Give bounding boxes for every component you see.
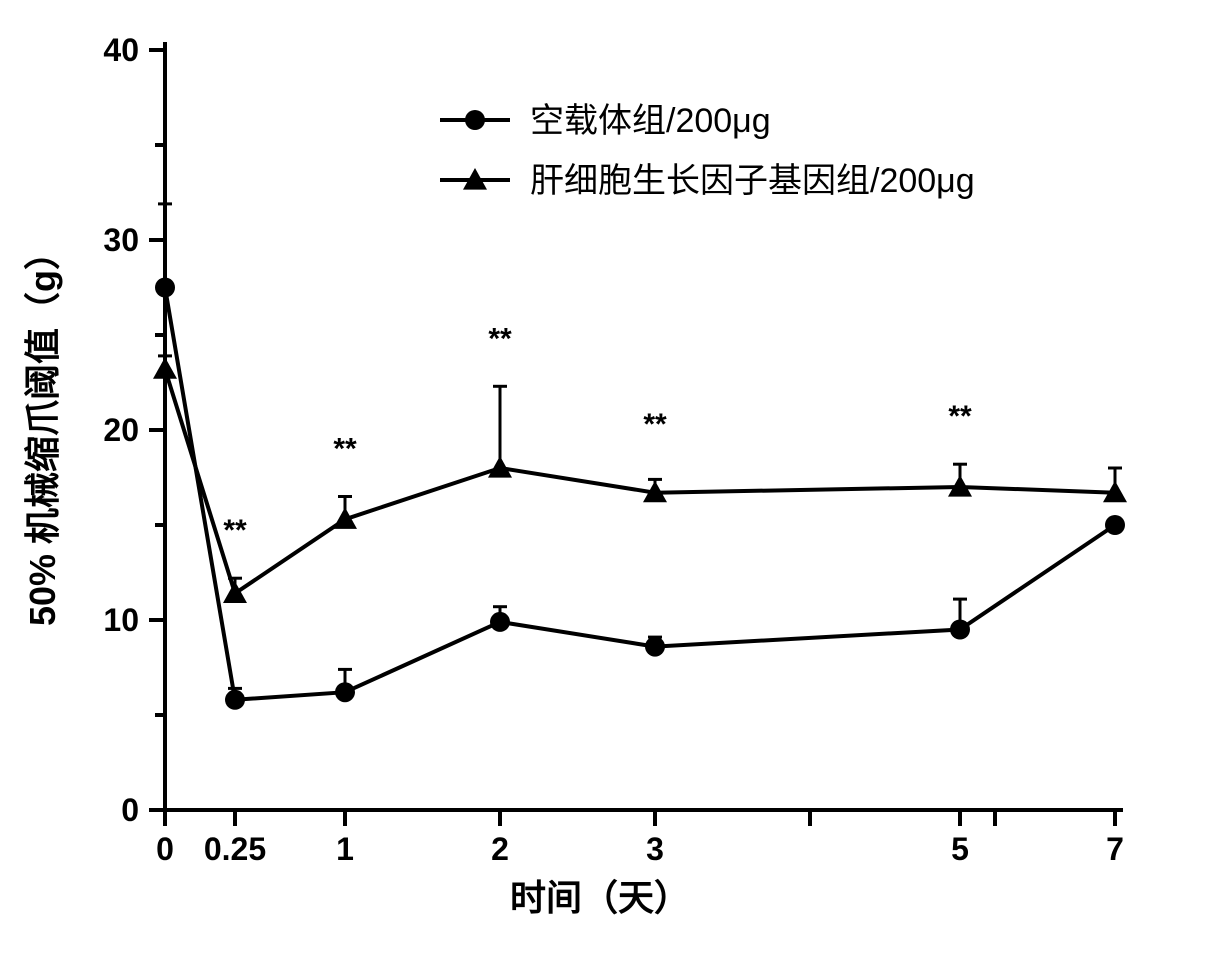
significance-marker: ** xyxy=(223,514,247,547)
x-tick-label: 5 xyxy=(951,831,969,867)
y-tick-label: 30 xyxy=(103,222,139,258)
series-line-vector xyxy=(165,288,1115,700)
significance-marker: ** xyxy=(643,408,667,441)
x-tick-label: 1 xyxy=(336,831,354,867)
significance-marker: ** xyxy=(488,322,512,355)
y-tick-label: 20 xyxy=(103,412,139,448)
chart-container: 0 10 20 30 40 0 0.25 1 2 3 5 7 时间（天） 50% 机械缩爪阈值（g） ** *… xyxy=(0,0,1208,957)
line-chart: 0 10 20 30 40 0 0.25 1 2 3 5 7 时间（天） 50% 机械缩爪阈值（g） ** *… xyxy=(0,0,1208,957)
marker-hgf xyxy=(223,581,247,603)
marker-hgf xyxy=(153,357,177,379)
x-tick-label: 2 xyxy=(491,831,509,867)
marker-vector xyxy=(335,682,355,702)
legend-marker-vector xyxy=(465,110,485,130)
marker-vector xyxy=(155,278,175,298)
x-tick-label: 3 xyxy=(646,831,664,867)
x-tick-label: 7 xyxy=(1106,831,1124,867)
marker-vector xyxy=(950,620,970,640)
marker-vector xyxy=(490,612,510,632)
legend-label-vector: 空载体组/200μg xyxy=(530,102,771,140)
marker-vector xyxy=(645,637,665,657)
marker-vector xyxy=(225,690,245,710)
significance-marker: ** xyxy=(948,400,972,433)
x-axis-title: 时间（天） xyxy=(510,877,690,918)
marker-hgf xyxy=(488,456,512,478)
legend-label-hgf: 肝细胞生长因子基因组/200μg xyxy=(530,162,975,200)
significance-marker: ** xyxy=(333,433,357,466)
x-tick-label: 0 xyxy=(156,831,174,867)
y-axis-title: 50% 机械缩爪阈值（g） xyxy=(22,234,63,626)
y-tick-label: 0 xyxy=(121,792,139,828)
y-tick-label: 10 xyxy=(103,602,139,638)
series-line-hgf xyxy=(165,369,1115,593)
y-tick-label: 40 xyxy=(103,32,139,68)
x-tick-label: 0.25 xyxy=(204,831,266,867)
marker-vector xyxy=(1105,515,1125,535)
